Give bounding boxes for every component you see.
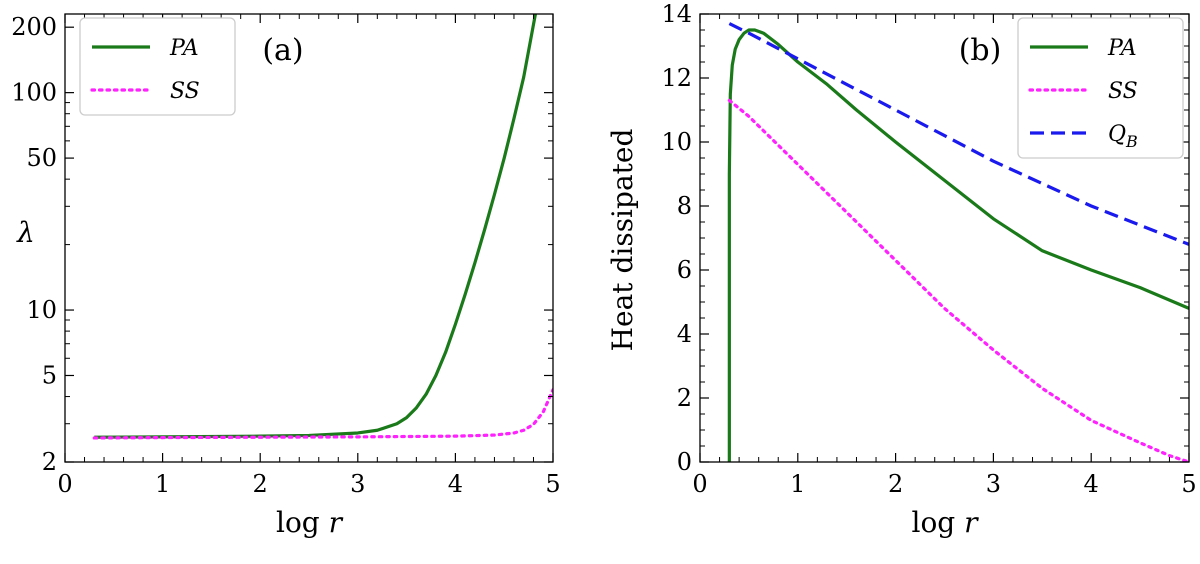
x-tick-label: 2 xyxy=(888,470,903,498)
panel-label: (a) xyxy=(262,33,303,68)
series-line-1-ss xyxy=(727,98,1189,462)
legend-label-ss: SS xyxy=(1108,79,1138,104)
x-tick-label: 1 xyxy=(790,470,805,498)
x-axis-label: log r xyxy=(911,506,979,539)
legend-label-ss: SS xyxy=(170,79,200,104)
chart-panel-a: 0 1 2 3 4 5 2 5 10 50 100 200 log r λ (a) PA SS xyxy=(11,13,560,539)
legend-label-q_b: QB xyxy=(1108,122,1138,151)
panel-label: (b) xyxy=(959,33,1002,68)
x-tick-label: 5 xyxy=(1181,470,1196,498)
series-line-1-q_b xyxy=(728,22,1189,246)
x-tick-label: 5 xyxy=(545,470,560,498)
x-tick-label: 2 xyxy=(253,470,268,498)
y-axis-label: Heat dissipated xyxy=(606,129,639,352)
legend-label-pa: PA xyxy=(1107,36,1137,61)
y-tick-label: 2 xyxy=(677,384,692,412)
legend-box xyxy=(1017,17,1184,159)
y-tick-label: 0 xyxy=(677,448,692,476)
y-tick-label: 10 xyxy=(661,128,692,156)
y-axis-label: λ xyxy=(16,216,35,249)
y-tick-label: 50 xyxy=(26,144,57,172)
y-tick-label: 10 xyxy=(26,296,57,324)
plot-frame xyxy=(64,13,554,463)
y-tick-label: 8 xyxy=(677,192,692,220)
y-tick-label: 5 xyxy=(42,361,57,389)
x-tick-label: 4 xyxy=(1084,470,1099,498)
y-tick-label: 200 xyxy=(11,13,57,41)
y-tick-label: 12 xyxy=(661,64,692,92)
x-tick-label: 4 xyxy=(448,470,463,498)
y-tick-label: 2 xyxy=(42,448,57,476)
x-tick-label: 1 xyxy=(155,470,170,498)
x-axis-label: log r xyxy=(276,506,344,539)
y-tick-label: 4 xyxy=(677,320,692,348)
legend-box xyxy=(79,17,236,116)
x-tick-label: 0 xyxy=(692,470,707,498)
x-tick-label: 3 xyxy=(350,470,365,498)
x-tick-label: 0 xyxy=(57,470,72,498)
y-tick-label: 14 xyxy=(661,0,692,28)
series-line-1-pa xyxy=(727,28,1189,462)
legend-label-pa: PA xyxy=(169,36,199,61)
series-line-0-ss xyxy=(92,388,553,440)
y-tick-label: 6 xyxy=(677,256,692,284)
x-tick-label: 3 xyxy=(986,470,1001,498)
y-tick-label: 100 xyxy=(11,79,57,107)
series-line-0-pa xyxy=(94,14,538,439)
